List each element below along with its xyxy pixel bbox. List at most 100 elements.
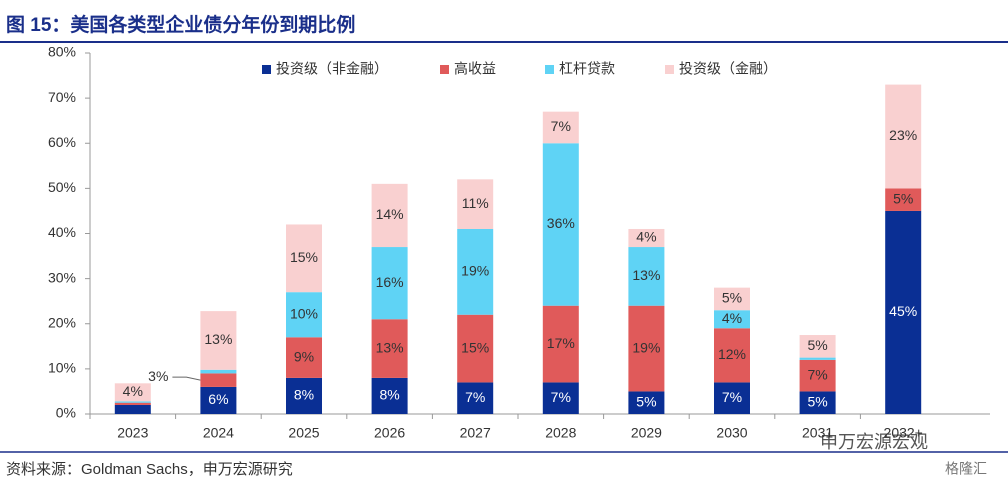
y-tick-label: 40% bbox=[48, 224, 76, 240]
data-label: 10% bbox=[290, 305, 318, 321]
bar-segment bbox=[714, 382, 750, 414]
bar-segment bbox=[714, 287, 750, 311]
bar-segment bbox=[885, 210, 922, 414]
legend-swatch bbox=[262, 65, 271, 74]
bar-segment bbox=[200, 386, 237, 414]
data-label: 9% bbox=[294, 348, 314, 364]
bar-segment bbox=[628, 391, 665, 414]
bar-segment bbox=[628, 228, 665, 248]
legend-swatch bbox=[665, 65, 674, 74]
data-label: 7% bbox=[807, 366, 827, 382]
bar-segment bbox=[371, 377, 408, 414]
data-label: 4% bbox=[123, 383, 143, 399]
data-label: 13% bbox=[376, 339, 404, 355]
bar-segment bbox=[114, 401, 151, 403]
x-tick-label: 2025 bbox=[288, 425, 319, 441]
data-label: 14% bbox=[376, 206, 404, 222]
data-label: 19% bbox=[461, 263, 489, 279]
data-label: 8% bbox=[294, 387, 314, 403]
y-tick-label: 80% bbox=[48, 44, 76, 60]
bar-segment bbox=[885, 188, 922, 211]
y-tick-label: 50% bbox=[48, 179, 76, 195]
bar-segment bbox=[371, 247, 408, 320]
data-label: 17% bbox=[547, 335, 575, 351]
data-label: 15% bbox=[290, 249, 318, 265]
bar-segment bbox=[457, 382, 494, 414]
data-label: 7% bbox=[465, 389, 485, 405]
bar-segment bbox=[457, 314, 494, 383]
leader-line bbox=[172, 376, 201, 381]
bar-segment bbox=[371, 319, 408, 378]
data-label: 5% bbox=[636, 393, 656, 409]
source: 资料来源：Goldman Sachs，申万宏源研究 bbox=[6, 461, 293, 478]
data-label: 15% bbox=[461, 339, 489, 355]
bar-segment bbox=[542, 305, 579, 383]
y-tick-label: 30% bbox=[48, 269, 76, 285]
y-tick-label: 20% bbox=[48, 314, 76, 330]
bar-segment bbox=[114, 383, 151, 402]
bar-segment bbox=[286, 377, 322, 414]
data-label: 13% bbox=[632, 267, 660, 283]
bar-segment bbox=[885, 84, 922, 189]
legend-swatch bbox=[440, 65, 449, 74]
data-label: 23% bbox=[889, 127, 917, 143]
x-tick-label: 2023 bbox=[117, 425, 148, 441]
data-label: 7% bbox=[551, 118, 571, 134]
bar-segment bbox=[457, 179, 494, 229]
bar-segment bbox=[200, 311, 237, 370]
legend-label: 高收益 bbox=[454, 61, 496, 77]
data-label: 3% bbox=[148, 368, 168, 384]
data-label: 12% bbox=[718, 346, 746, 362]
bar-segment bbox=[799, 359, 836, 392]
x-tick-label: 2026 bbox=[374, 425, 405, 441]
y-tick-label: 0% bbox=[56, 405, 76, 421]
watermark: 申万宏源宏观 bbox=[820, 432, 928, 452]
y-tick-label: 10% bbox=[48, 360, 76, 376]
bar-segment bbox=[628, 247, 665, 306]
bar-segment bbox=[799, 391, 836, 414]
bar-segment bbox=[542, 111, 579, 144]
x-tick-label: 2029 bbox=[631, 425, 662, 441]
data-label: 36% bbox=[547, 215, 575, 231]
x-tick-label: 2028 bbox=[545, 425, 576, 441]
data-label: 45% bbox=[889, 303, 917, 319]
legend-swatch bbox=[545, 65, 554, 74]
data-label: 13% bbox=[204, 331, 232, 347]
bar-segment bbox=[542, 143, 579, 306]
data-label: 6% bbox=[208, 391, 228, 407]
bar-segment bbox=[286, 224, 322, 293]
bar-segment bbox=[371, 183, 408, 248]
data-label: 16% bbox=[376, 274, 404, 290]
legend-label: 投资级（金融） bbox=[679, 61, 777, 77]
bar-segment bbox=[714, 310, 750, 329]
bar-segment bbox=[114, 402, 151, 405]
data-label: 5% bbox=[893, 190, 913, 206]
chart-title: 图 15：美国各类型企业债分年份到期比例 bbox=[6, 13, 355, 36]
bar-segment bbox=[457, 228, 494, 315]
bar-segment bbox=[114, 404, 151, 414]
bar-segment bbox=[628, 305, 665, 392]
bar-segment bbox=[799, 335, 836, 358]
x-tick-label: 2030 bbox=[716, 425, 747, 441]
bar-segment bbox=[714, 328, 750, 383]
y-tick-label: 60% bbox=[48, 134, 76, 150]
bar-segment bbox=[542, 382, 579, 414]
data-label: 4% bbox=[722, 310, 742, 326]
data-label: 5% bbox=[722, 290, 742, 306]
data-label: 5% bbox=[807, 337, 827, 353]
data-label: 4% bbox=[636, 229, 656, 245]
bar-segment bbox=[799, 357, 836, 360]
data-label: 19% bbox=[632, 339, 660, 355]
data-label: 7% bbox=[551, 389, 571, 405]
bar-segment bbox=[286, 337, 322, 378]
y-tick-label: 70% bbox=[48, 89, 76, 105]
data-label: 11% bbox=[462, 195, 489, 211]
legend-label: 投资级（非金融） bbox=[276, 61, 388, 77]
x-tick-label: 2031 bbox=[802, 425, 833, 441]
bar-segment bbox=[200, 369, 237, 374]
data-label: 5% bbox=[807, 393, 827, 409]
x-tick-label: 2024 bbox=[203, 425, 234, 441]
data-label: 7% bbox=[722, 389, 742, 405]
